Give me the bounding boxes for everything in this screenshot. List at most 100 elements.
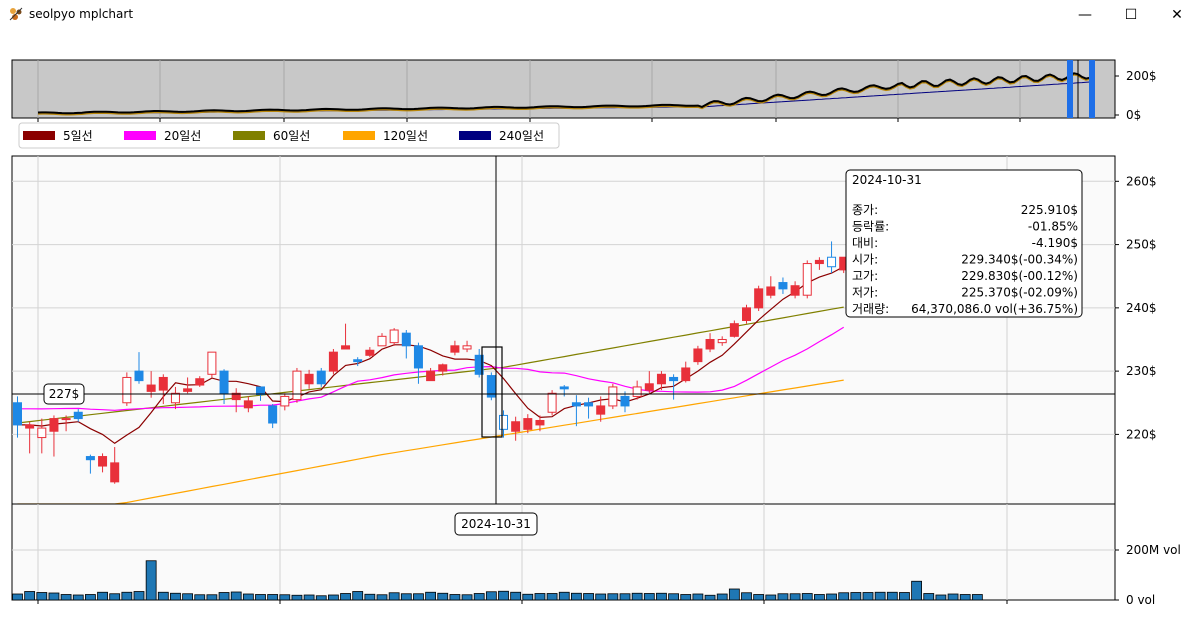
volume-bar [862,592,874,601]
candle-body [571,402,581,407]
info-box-background [845,169,1083,318]
candle [802,260,812,299]
candle-body [183,388,193,392]
candle-body [243,400,253,409]
candle-body [134,370,144,382]
window-title: seolpyo mplchart [29,7,134,21]
overview-range-right-handle[interactable] [1089,60,1095,118]
overview-ma-line-2 [37,74,1091,116]
overview-grid [37,60,1021,122]
candle [73,409,83,422]
minimize-button[interactable]: — [1078,7,1092,23]
candle [681,361,691,383]
candle [523,414,533,434]
volume-bar [194,594,206,601]
info-row-value: -01.85% [1028,220,1078,234]
volume-bar [145,560,157,601]
info-row-value: 225.370$(-02.09%) [961,286,1078,300]
volume-bar [534,593,546,601]
window-titlebar: seolpyo mplchart — ☐ ✕ [0,0,1200,30]
volume-bar [121,591,133,601]
info-box-date: 2024-10-31 [852,173,922,187]
candle-body [644,383,654,391]
candle [268,404,278,429]
candle-body [547,392,557,413]
candle-body [535,419,545,426]
candle-body [231,392,241,401]
candle [620,391,630,413]
volume-bar [230,591,242,601]
crosshair-date-label: 2024-10-31 [461,517,531,531]
volume-bar [425,591,437,601]
candle-body [37,427,47,439]
candle [486,372,496,401]
price-axis-label: 250$ [1126,238,1157,252]
legend-swatch [233,131,265,140]
candle-body [729,323,739,337]
app-logo-icon [9,7,23,21]
legend-label: 5일선 [63,129,93,143]
volume-bar [680,594,692,601]
candle [389,328,399,346]
legend-label: 120일선 [383,129,428,143]
volume-bar [449,594,461,601]
candle [450,340,460,356]
volume-bar [473,593,485,601]
volume-bar [522,593,534,601]
candle-body [450,345,460,353]
price-panel[interactable]: 260$ 250$ 240$ 230$ 220$ 227$ 2024-10-31 종가:… [11,155,1157,600]
overview-range-left-handle[interactable] [1067,60,1073,118]
candle [766,276,776,299]
volume-bar [170,592,181,601]
volume-bar [619,593,631,601]
candle [827,241,837,274]
candle [146,371,156,398]
candle-body [353,359,363,363]
candle-body [256,386,265,396]
candle [656,371,666,391]
volume-bar [838,592,850,601]
volume-bar [267,594,279,601]
info-row-label: 시가: [852,253,878,267]
volume-bar [595,593,607,601]
volume-bar [498,590,509,601]
volume-bar [413,593,424,601]
overview-axis-label: 0$ [1126,108,1141,122]
info-row-label: 고가: [852,269,878,283]
chart-canvas[interactable]: 200$ 0$ 5일선 20일선 60일선 120일선 240일선 260$ 250$ 24… [0,30,1200,630]
overview-background [11,59,1116,119]
candle-body [632,386,642,397]
candle [438,363,448,376]
candle-body [280,395,290,407]
maximize-button[interactable]: ☐ [1124,7,1138,23]
volume-bar [109,593,121,601]
candle-body [110,462,120,483]
candle-body [98,456,108,467]
close-button[interactable]: ✕ [1171,7,1183,23]
overview-panel[interactable]: 200$ 0$ [11,59,1157,122]
candle [13,396,22,438]
volume-bar [692,593,704,601]
info-row-label: 저가: [852,286,878,300]
volume-bar [801,593,813,601]
candle [243,396,253,413]
volume-bar [656,592,667,601]
volume-bar [571,592,582,601]
candle-body [584,402,594,407]
candle-body [73,411,83,420]
candle [790,281,800,299]
price-axis-label: 260$ [1126,174,1157,188]
candle-body [754,288,764,309]
candle-body [25,424,35,429]
candle-body [341,345,351,350]
candle-body [499,414,508,430]
candle [596,396,606,422]
candle-body [316,370,326,385]
volume-panel[interactable]: 200M vol 0 vol 2024-10-31 [11,503,1181,607]
ma5-line [17,266,844,445]
volume-axis-label: 0 vol [1126,593,1155,607]
info-row-value: 229.830$(-00.12%) [961,269,1078,283]
price-axis-label: 240$ [1126,301,1157,315]
volume-panel-background [11,503,1116,601]
volume-bar [728,588,740,601]
